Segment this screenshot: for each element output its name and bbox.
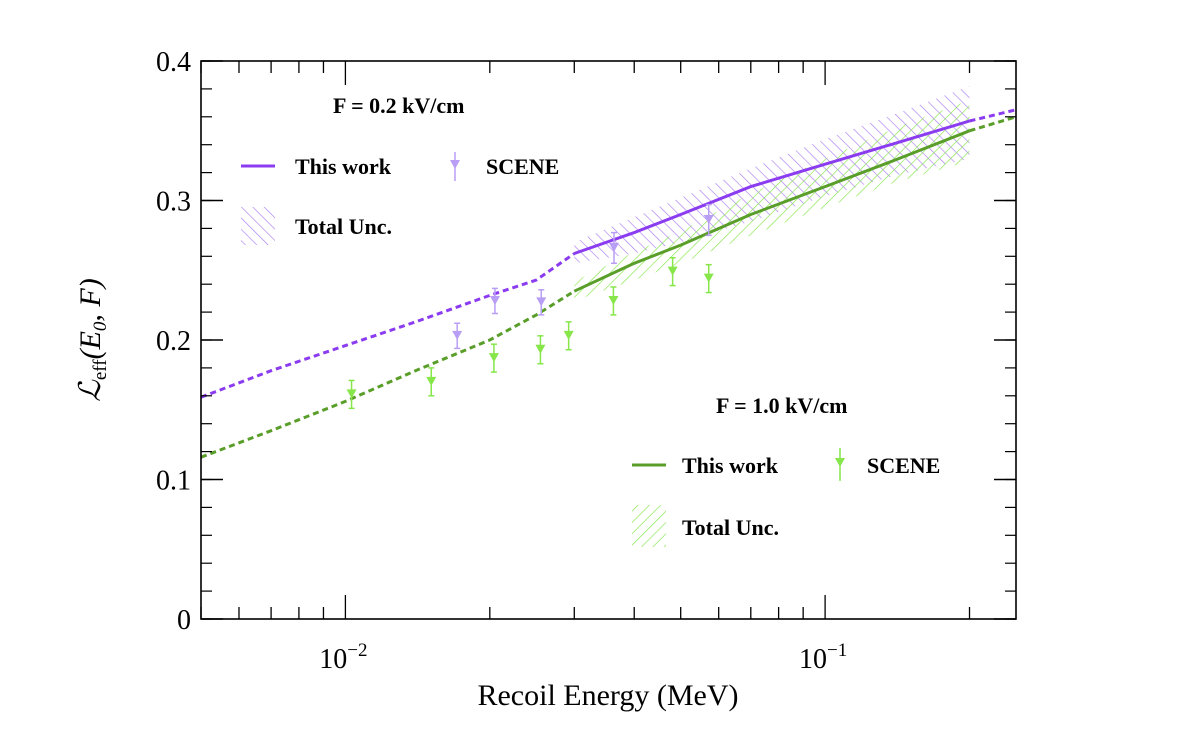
legend-high-marker-swatch [835,448,845,481]
scene-point-low-field [452,322,463,350]
x-tick-exponent: −2 [347,640,367,661]
legend-low-marker-swatch [450,152,460,181]
marker [452,330,463,340]
y-axis-title: ℒeff(E0, F) [74,278,111,402]
model-extrapolated-high-field [201,289,576,459]
scene-points [346,203,714,410]
legend-high-line-label: This work [682,453,779,478]
y-tick-label: 0.3 [156,187,191,218]
model-lines [201,108,1016,459]
y-tick-label: 0.1 [156,466,191,497]
model-line-low-field [573,119,970,255]
y-tick-label: 0.2 [156,326,191,357]
model-line-high-field [573,129,971,293]
band-high-field [574,100,970,301]
scene-point-high-field [703,263,714,294]
marker [667,266,678,276]
model-tail-low-field [969,108,1016,123]
legend-low-title: F = 0.2 kV/cm [333,93,464,118]
marker [608,295,619,305]
model-tail-high-field [969,115,1016,133]
marker [488,353,499,363]
x-axis-title: Recoil Energy (MeV) [477,679,738,712]
legend-low-field: F = 0.2 kV/cm This work SCENE Total Unc. [241,93,559,245]
legend-high-title: F = 1.0 kV/cm [716,393,847,418]
legend-high-band-swatch [632,505,666,547]
x-tick-base: 10 [799,644,827,675]
uncertainty-bands [574,86,970,301]
scene-point-low-field [536,289,547,316]
marker [703,273,714,283]
marker [346,389,357,399]
marker [535,344,546,354]
scene-point-high-field [346,379,357,410]
scene-point-low-field [703,203,714,237]
y-tick-label: 0.4 [156,47,191,78]
x-tick-base: 10 [319,644,347,675]
marker [703,215,714,225]
y-title-sub0: 0 [90,321,111,331]
tick-labels: 00.10.20.30.410−2 10−1 [156,47,847,675]
y-title-sub: eff [90,359,111,380]
y-title-args: (E [74,331,107,359]
marker [426,376,437,386]
marker [489,295,500,305]
scene-point-high-field [608,286,619,316]
marker [608,242,619,252]
legend-low-line-label: This work [295,154,392,179]
legend-high-field: F = 1.0 kV/cm This work SCENE Total Unc. [632,393,940,547]
model-extrapolated-low-field [201,252,576,399]
scene-point-low-field [489,287,500,315]
x-tick-label: 10−1 [799,640,847,675]
y-title-script: ℒ [74,379,107,402]
legend-high-band-label: Total Unc. [682,515,779,540]
x-tick-exponent: −1 [827,640,847,661]
y-tick-label: 0 [177,605,191,636]
marker [536,297,547,307]
scene-point-high-field [535,335,546,365]
marker [563,330,574,340]
axis-ticks [200,60,1016,620]
scene-point-high-field [426,367,437,397]
legend-low-band-label: Total Unc. [295,214,392,239]
legend-low-band-swatch [241,207,275,245]
scene-point-low-field [608,231,619,265]
scene-point-high-field [488,343,499,373]
y-title-rest: , F) [74,278,107,321]
scene-point-high-field [563,321,574,351]
legend-low-marker-label: SCENE [486,154,559,179]
legend-high-marker-label: SCENE [867,453,940,478]
scene-point-high-field [667,256,678,287]
x-tick-label: 10−2 [319,640,367,675]
